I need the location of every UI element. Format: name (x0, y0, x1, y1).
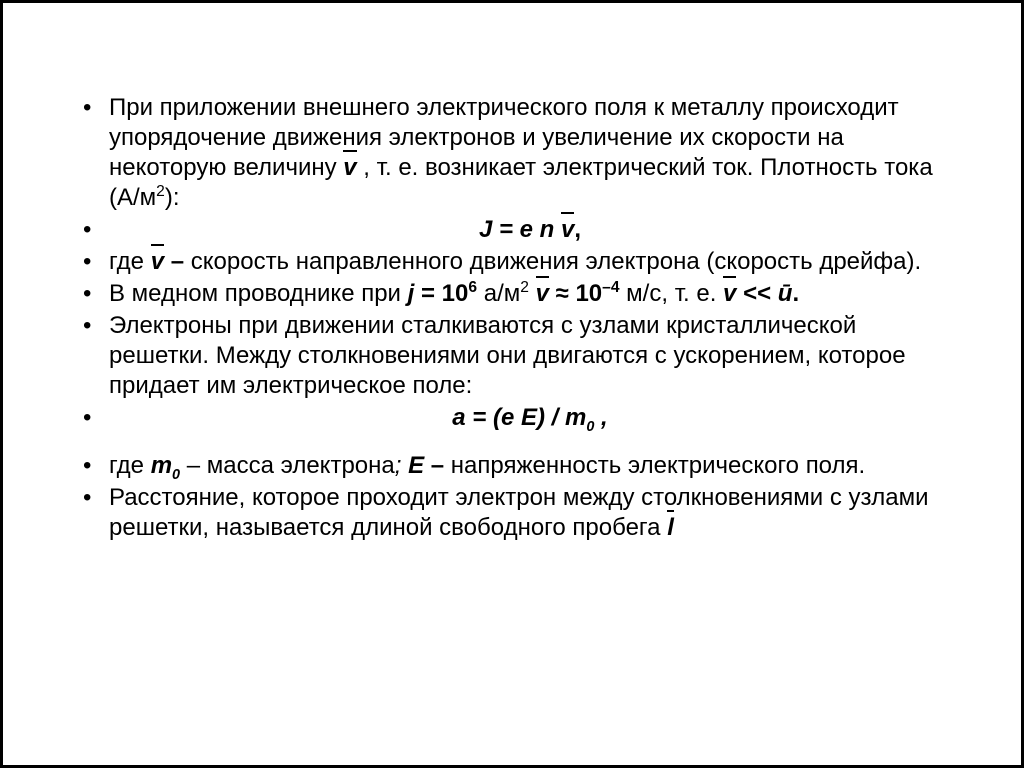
text-run: v (151, 247, 164, 277)
text-run: где (109, 452, 151, 479)
text-run: 6 (468, 279, 477, 296)
text-run: напряженность электрического поля. (451, 452, 865, 479)
text-run: ū (778, 280, 793, 307)
text-run: m (151, 452, 172, 479)
bullet-item: Электроны при движении сталкиваются с уз… (73, 311, 951, 401)
text-run: , (594, 404, 607, 431)
text-run: – масса электрона (180, 452, 395, 479)
bullet-item: где m0 – масса электрона; E – напряженно… (73, 451, 951, 481)
text-run: J = e n (479, 216, 561, 243)
text-run: скорость направленного движения электрон… (191, 248, 921, 275)
text-run: ; (395, 452, 408, 479)
text-run: a = (e E) / m (452, 404, 586, 431)
bullet-item: В медном проводнике при j = 106 а/м2 v ≈… (73, 279, 951, 309)
text-run: – (164, 248, 191, 275)
text-run: v (536, 279, 549, 309)
text-run: << (736, 280, 777, 307)
text-run: где (109, 248, 151, 275)
text-run: l (667, 513, 674, 543)
text-run: , (574, 216, 581, 243)
text-run: м/с, т. е. (620, 280, 724, 307)
text-run: 0 (172, 467, 180, 483)
text-run (529, 280, 536, 307)
bullet-item: J = e n v, (73, 215, 951, 245)
text-run: а/м (477, 280, 520, 307)
text-run: . (792, 280, 799, 307)
text-run: ): (165, 184, 180, 211)
slide-frame: При приложении внешнего электрического п… (0, 0, 1024, 768)
spacer (73, 435, 951, 451)
text-run: v (561, 215, 574, 245)
text-run: v (723, 279, 736, 309)
bullet-item: где v – скорость направленного движения … (73, 247, 951, 277)
text-run: –4 (602, 279, 619, 296)
text-run: Электроны при движении сталкиваются с уз… (109, 312, 906, 399)
text-run: = 10 (414, 280, 468, 307)
text-run: 2 (156, 183, 165, 200)
text-run: v (343, 153, 356, 183)
text-run: Расстояние, которое проходит электрон ме… (109, 484, 929, 541)
text-run: В медном проводнике при (109, 280, 408, 307)
text-run: – (424, 452, 451, 479)
bullet-item: Расстояние, которое проходит электрон ме… (73, 483, 951, 543)
bullet-list: При приложении внешнего электрического п… (73, 93, 951, 543)
bullet-item: При приложении внешнего электрического п… (73, 93, 951, 213)
text-run: ≈ 10 (549, 280, 602, 307)
bullet-item: a = (e E) / m0 , (73, 403, 951, 433)
text-run: E (408, 452, 424, 479)
text-run: 2 (520, 279, 529, 296)
